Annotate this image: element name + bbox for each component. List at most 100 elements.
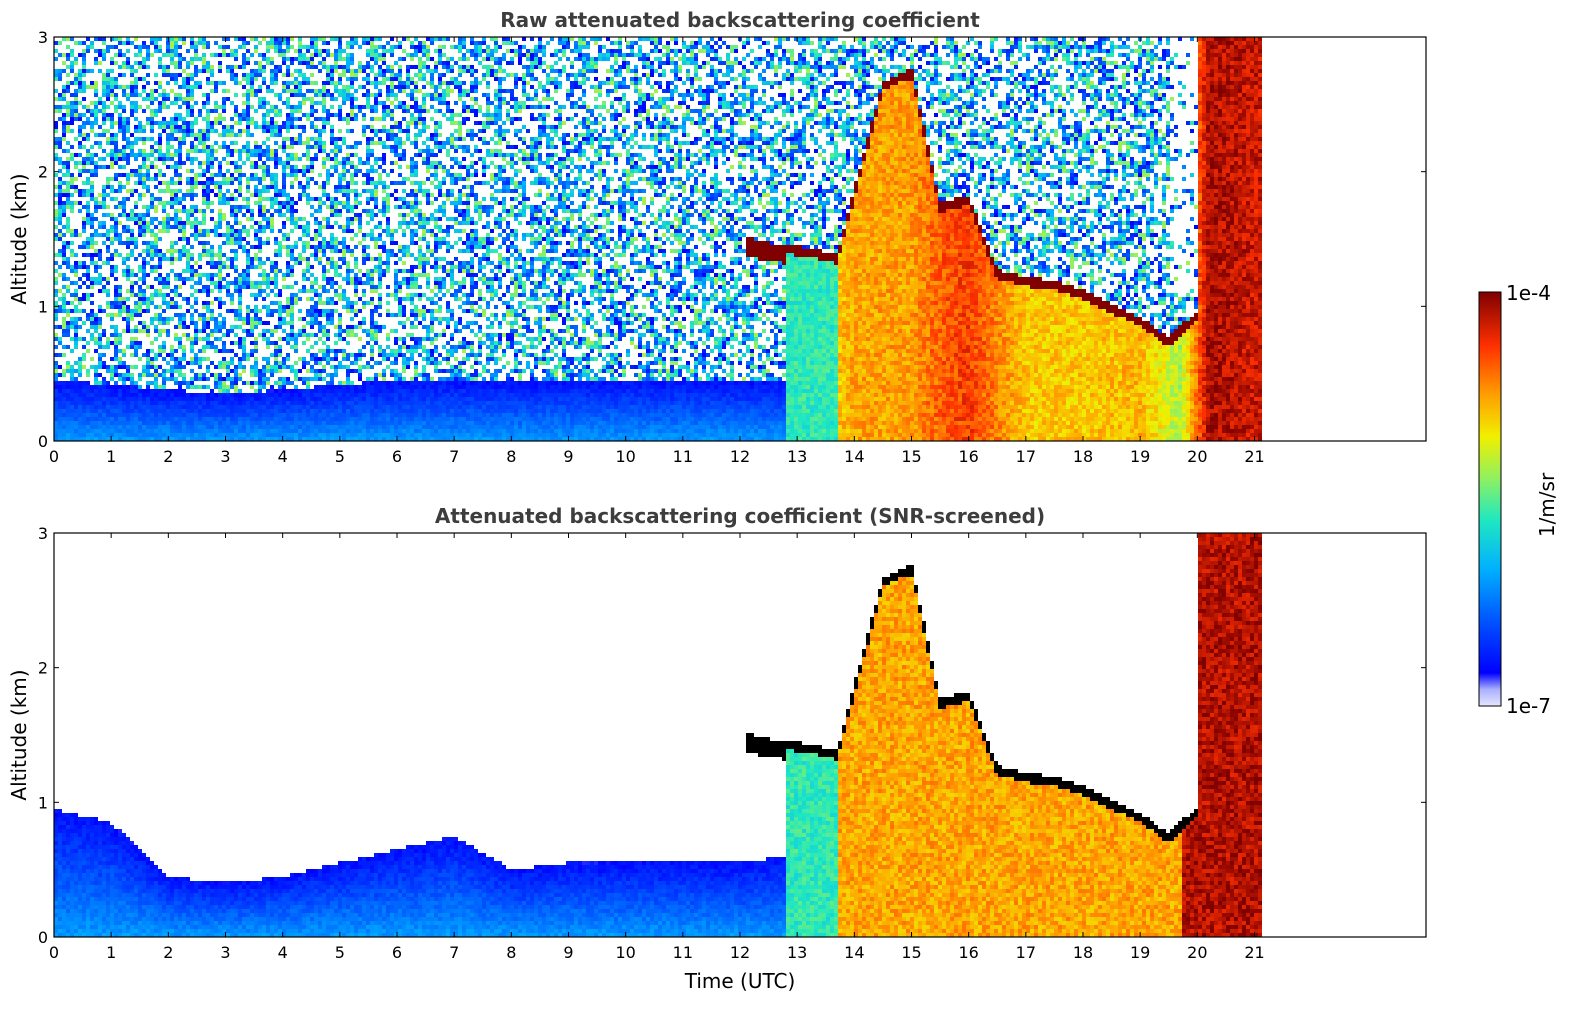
heatmap-cell bbox=[194, 333, 198, 337]
heatmap-cell bbox=[250, 85, 254, 89]
heatmap-cell bbox=[162, 425, 166, 429]
heatmap-cell bbox=[102, 205, 106, 209]
heatmap-cell bbox=[282, 125, 286, 129]
heatmap-cell bbox=[226, 309, 230, 313]
heatmap-cell bbox=[318, 349, 322, 353]
heatmap-cell bbox=[238, 273, 242, 277]
heatmap-cell bbox=[362, 253, 366, 257]
heatmap-cell bbox=[126, 65, 130, 69]
heatmap-cell bbox=[354, 233, 358, 237]
heatmap-cell bbox=[146, 409, 150, 413]
heatmap-cell bbox=[286, 165, 290, 169]
heatmap-cell bbox=[90, 233, 94, 237]
heatmap-cell bbox=[78, 145, 82, 149]
heatmap-cell bbox=[78, 117, 82, 121]
heatmap-cell bbox=[170, 201, 174, 205]
heatmap-cell bbox=[330, 77, 334, 81]
heatmap-cell bbox=[66, 101, 70, 105]
heatmap-cell bbox=[198, 129, 202, 133]
heatmap-cell bbox=[166, 93, 170, 97]
heatmap-cell bbox=[114, 93, 118, 97]
heatmap-cell bbox=[254, 93, 258, 97]
heatmap-cell bbox=[74, 333, 78, 337]
heatmap-cell bbox=[62, 301, 66, 305]
heatmap-cell bbox=[90, 129, 94, 133]
heatmap-cell bbox=[366, 401, 370, 405]
heatmap-cell bbox=[90, 241, 94, 245]
heatmap-cell bbox=[202, 233, 206, 237]
heatmap-cell bbox=[158, 313, 162, 317]
heatmap-cell bbox=[174, 41, 178, 45]
heatmap-cell bbox=[70, 385, 74, 389]
heatmap-cell bbox=[114, 105, 118, 109]
heatmap-cell bbox=[362, 321, 366, 325]
heatmap-cell bbox=[102, 309, 106, 313]
heatmap-cell bbox=[194, 185, 198, 189]
heatmap-cell bbox=[302, 401, 306, 405]
heatmap-cell bbox=[334, 405, 338, 409]
heatmap-cell bbox=[66, 245, 70, 249]
heatmap-cell bbox=[282, 201, 286, 205]
heatmap-cell bbox=[310, 105, 314, 109]
heatmap-cell bbox=[306, 113, 310, 117]
heatmap-cell bbox=[246, 157, 250, 161]
heatmap-cell bbox=[370, 169, 374, 173]
heatmap-cell bbox=[74, 109, 78, 113]
heatmap-cell bbox=[86, 369, 90, 373]
heatmap-cell bbox=[122, 173, 126, 177]
heatmap-cell bbox=[262, 281, 266, 285]
heatmap-cell bbox=[246, 281, 250, 285]
heatmap-cell bbox=[262, 273, 266, 277]
heatmap-cell bbox=[74, 413, 78, 417]
heatmap-cell bbox=[306, 349, 310, 353]
heatmap-cell bbox=[174, 293, 178, 297]
heatmap-cell bbox=[326, 389, 330, 393]
heatmap-cell bbox=[174, 209, 178, 213]
heatmap-cell bbox=[202, 417, 206, 421]
heatmap-cell bbox=[134, 353, 138, 357]
heatmap-cell bbox=[226, 45, 230, 49]
heatmap-cell bbox=[134, 53, 138, 57]
heatmap-cell bbox=[350, 113, 354, 117]
heatmap-cell bbox=[66, 405, 70, 409]
heatmap-cell bbox=[82, 57, 86, 61]
heatmap-cell bbox=[270, 81, 274, 85]
heatmap-cell bbox=[358, 409, 362, 413]
heatmap-cell bbox=[106, 417, 110, 421]
heatmap-cell bbox=[294, 293, 298, 297]
heatmap-cell bbox=[170, 225, 174, 229]
heatmap-cell bbox=[178, 125, 182, 129]
heatmap-cell bbox=[258, 245, 262, 249]
heatmap-cell bbox=[158, 405, 162, 409]
heatmap-cell bbox=[190, 417, 194, 421]
heatmap-cell bbox=[286, 201, 290, 205]
heatmap-cell bbox=[118, 221, 122, 225]
heatmap-cell bbox=[78, 73, 82, 77]
heatmap-cell bbox=[322, 301, 326, 305]
heatmap-cell bbox=[78, 133, 82, 137]
heatmap-cell bbox=[306, 157, 310, 161]
heatmap-cell bbox=[326, 177, 330, 181]
heatmap-cell bbox=[194, 181, 198, 185]
heatmap-cell bbox=[322, 377, 326, 381]
heatmap-cell bbox=[282, 365, 286, 369]
heatmap-cell bbox=[318, 325, 322, 329]
heatmap-cell bbox=[202, 337, 206, 341]
heatmap-cell bbox=[354, 261, 358, 265]
heatmap-cell bbox=[154, 357, 158, 361]
heatmap-cell bbox=[142, 257, 146, 261]
heatmap-cell bbox=[174, 193, 178, 197]
heatmap-cell bbox=[258, 69, 262, 73]
heatmap-cell bbox=[350, 153, 354, 157]
heatmap-cell bbox=[134, 313, 138, 317]
heatmap-cell bbox=[70, 365, 74, 369]
heatmap-cell bbox=[94, 153, 98, 157]
heatmap-cell bbox=[122, 61, 126, 65]
heatmap-cell bbox=[150, 285, 154, 289]
heatmap-cell bbox=[314, 245, 318, 249]
heatmap-cell bbox=[130, 253, 134, 257]
heatmap-cell bbox=[354, 281, 358, 285]
heatmap-cell bbox=[194, 41, 198, 45]
heatmap-cell bbox=[62, 193, 66, 197]
heatmap-cell bbox=[138, 153, 142, 157]
